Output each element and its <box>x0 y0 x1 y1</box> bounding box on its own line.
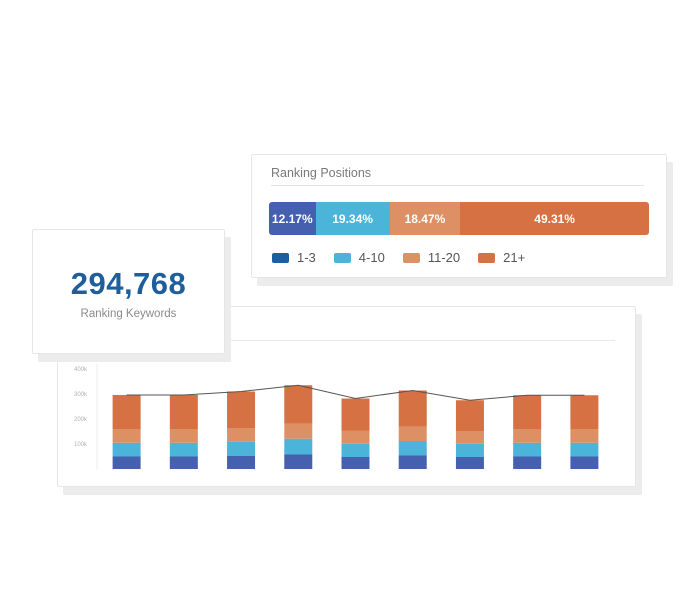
bar-segment[interactable] <box>398 426 427 441</box>
segment-4-10[interactable]: 19.34% <box>315 202 390 235</box>
y-tick-label: 400k <box>74 367 88 373</box>
ranking-positions-card: Ranking Positions 12.17% 19.34% 18.47% 4… <box>251 154 667 278</box>
bar-segment[interactable] <box>570 456 599 470</box>
ranking-chart-card: 400k 300k 200k 100k <box>57 306 636 487</box>
bar-segment[interactable] <box>112 429 141 443</box>
bar-segment[interactable] <box>227 391 256 429</box>
bar-segment[interactable] <box>341 457 370 469</box>
bar-segment[interactable] <box>513 429 542 443</box>
ranking-keywords-card: 294,768 Ranking Keywords <box>32 229 225 354</box>
ranking-positions-title: Ranking Positions <box>271 166 372 180</box>
bar-segment[interactable] <box>513 395 542 429</box>
bar-segment[interactable] <box>455 400 484 431</box>
bar-segment[interactable] <box>112 442 141 457</box>
chart-header-divider <box>226 340 615 341</box>
bar-segment[interactable] <box>341 443 370 457</box>
bar-segment[interactable] <box>455 431 484 444</box>
ranking-keywords-count: 294,768 <box>70 266 187 301</box>
segment-21-plus[interactable]: 49.31% <box>460 202 649 235</box>
bar-segment[interactable] <box>398 390 427 427</box>
legend-item-1-3[interactable]: 1-3 <box>272 250 316 265</box>
bar-segment[interactable] <box>227 441 256 456</box>
bar-segment[interactable] <box>169 456 198 470</box>
legend-label: 4-10 <box>358 250 385 265</box>
legend-label: 21+ <box>503 250 526 265</box>
bar-segment[interactable] <box>112 395 141 429</box>
trend-line <box>126 384 585 401</box>
legend-swatch <box>272 252 289 263</box>
bar-segment[interactable] <box>398 455 427 470</box>
bar-segment[interactable] <box>169 429 198 443</box>
bar-segment[interactable] <box>570 429 599 443</box>
ranking-positions-legend: 1-3 4-10 11-20 21+ <box>272 250 543 265</box>
bar-segment[interactable] <box>284 423 313 439</box>
segment-1-3[interactable]: 12.17% <box>269 202 316 235</box>
bar-segment[interactable] <box>570 395 599 429</box>
bar-segment[interactable] <box>227 428 256 442</box>
bar-segment[interactable] <box>455 457 484 469</box>
ranking-keywords-label: Ranking Keywords <box>80 308 177 320</box>
bar-segment[interactable] <box>169 395 198 429</box>
bar-segment[interactable] <box>341 430 370 444</box>
bar-segment[interactable] <box>341 398 370 431</box>
y-tick-label: 100k <box>74 442 88 448</box>
bar-segment[interactable] <box>570 442 599 457</box>
bar-segment[interactable] <box>227 456 256 469</box>
ranking-positions-bar: 12.17% 19.34% 18.47% 49.31% <box>269 202 649 235</box>
bar-segment[interactable] <box>284 454 313 470</box>
legend-label: 11-20 <box>427 250 461 265</box>
bar-segment[interactable] <box>169 442 198 457</box>
y-tick-label: 200k <box>74 417 88 423</box>
y-tick-label: 300k <box>74 392 88 398</box>
bar-segment[interactable] <box>455 443 484 457</box>
legend-item-21-plus[interactable]: 21+ <box>478 250 525 265</box>
bar-segment[interactable] <box>284 385 313 424</box>
legend-label: 1-3 <box>297 250 316 265</box>
legend-swatch <box>402 252 420 263</box>
bar-segment[interactable] <box>284 438 313 455</box>
ranking-positions-divider <box>271 185 644 186</box>
bar-segment[interactable] <box>513 442 542 457</box>
stacked-bar-chart: 400k 300k 200k 100k <box>74 364 599 470</box>
segment-11-20[interactable]: 18.47% <box>389 202 461 235</box>
legend-swatch <box>333 252 351 263</box>
legend-item-11-20[interactable]: 11-20 <box>402 250 461 265</box>
legend-item-4-10[interactable]: 4-10 <box>333 250 385 265</box>
bar-segment[interactable] <box>112 456 141 470</box>
bar-segment[interactable] <box>513 456 542 470</box>
bar-segment[interactable] <box>398 441 427 456</box>
legend-swatch <box>478 252 496 263</box>
